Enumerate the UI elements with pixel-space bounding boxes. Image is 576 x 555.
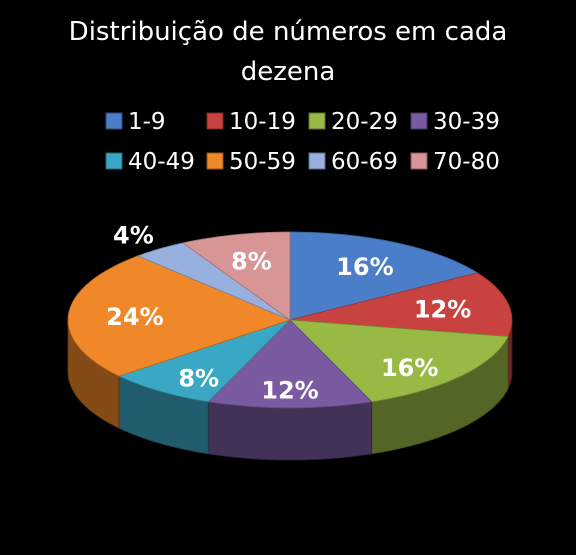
data-label-20-29: 16% (381, 354, 438, 382)
legend-item-30-39: 30-39 (410, 109, 500, 135)
legend-label: 10-19 (229, 109, 296, 135)
slice-60-69 (136, 242, 291, 321)
slice-10-19 (289, 272, 513, 337)
data-label-1-9: 16% (336, 253, 393, 281)
legend-label: 70-80 (433, 149, 500, 175)
legend-label: 1-9 (128, 109, 166, 135)
slice-40-49 (117, 319, 291, 403)
legend-label: 50-59 (229, 149, 296, 175)
legend-swatch (410, 152, 428, 170)
data-label-40-49: 8% (178, 365, 219, 393)
legend-item-20-29: 20-29 (308, 109, 398, 135)
legend-item-1-9: 1-9 (105, 109, 166, 135)
data-label-30-39: 12% (261, 376, 318, 404)
chart-title-line-1: Distribuição de números em cada (69, 17, 508, 47)
slice-20-29 (288, 319, 509, 403)
legend-item-60-69: 60-69 (308, 149, 398, 175)
legend-swatch (105, 112, 123, 130)
slice-30-39 (207, 319, 373, 409)
legend-item-70-80: 70-80 (410, 149, 500, 175)
slice-1-9 (289, 231, 479, 321)
pie-sides (67, 319, 513, 461)
pie-data-labels: 16% 12% 16% 12% 8% 24% 4% 8% (106, 222, 471, 405)
legend-swatch (206, 152, 224, 170)
legend-swatch (206, 112, 224, 130)
slice-50-59 (67, 255, 292, 377)
chart-legend: 1-9 10-19 20-29 30-39 40-49 50-59 60-69 70-80 (105, 109, 500, 175)
legend-item-40-49: 40-49 (105, 149, 195, 175)
pie-top (67, 231, 513, 409)
legend-swatch (308, 152, 326, 170)
legend-label: 60-69 (331, 149, 398, 175)
data-label-60-69: 4% (113, 222, 154, 250)
legend-item-10-19: 10-19 (206, 109, 296, 135)
data-label-50-59: 24% (106, 303, 163, 331)
chart-title-line-2: dezena (241, 57, 336, 87)
legend-label: 20-29 (331, 109, 398, 135)
data-label-70-80: 8% (231, 247, 272, 275)
legend-swatch (410, 112, 428, 130)
legend-label: 40-49 (128, 149, 195, 175)
legend-label: 30-39 (433, 109, 500, 135)
legend-swatch (308, 112, 326, 130)
slice-side-30-39 (207, 401, 373, 461)
data-label-10-19: 12% (414, 296, 471, 324)
slice-70-80 (182, 231, 291, 321)
legend-swatch (105, 152, 123, 170)
legend-item-50-59: 50-59 (206, 149, 296, 175)
